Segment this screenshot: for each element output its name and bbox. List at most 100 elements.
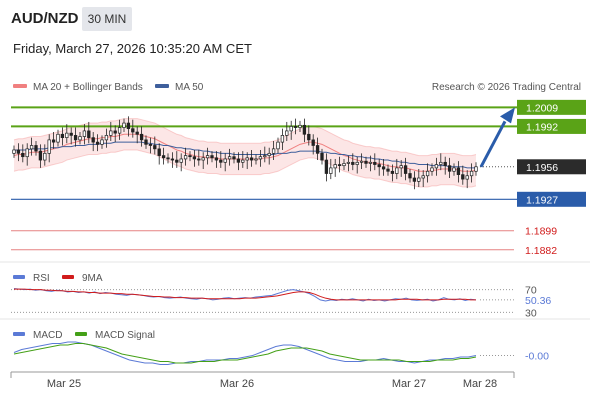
candle [381,166,386,170]
time-axis-label: Mar 28 [463,378,497,390]
candle [280,135,285,143]
candle [69,132,73,136]
candle [82,130,87,137]
candle [188,155,192,158]
forecast-arrow [479,107,515,168]
candle [95,141,100,145]
9ma-line [14,288,476,301]
candle [447,165,452,172]
candle [403,165,408,174]
candle [104,135,109,141]
candle [144,139,148,145]
candle [21,152,25,158]
candle [254,158,258,161]
candle [293,126,298,128]
candle [399,165,403,169]
rsi-legend-label: RSI [33,273,50,284]
rsi-level-label: 70 [525,285,537,297]
candle [148,144,153,146]
timeframe-badge[interactable]: 30 MIN [82,7,132,31]
candle [412,177,417,182]
candle [25,148,29,158]
candle [179,158,183,163]
candle [135,131,139,135]
candle [425,170,430,177]
candle [43,152,47,161]
candle [351,161,355,165]
candle [126,122,131,130]
ma50-legend-label: MA 50 [175,82,204,93]
forecast-arrow-shaft [479,120,507,168]
candle [443,161,447,167]
pair-title: AUD/NZD [11,10,79,27]
candle [461,174,465,180]
candle [452,167,456,172]
price-level-labels: 1.2009 1.1992 1.1956 1.1927 1.1899 1.1882 [517,99,586,257]
candle [469,170,474,177]
candle [183,155,188,160]
candle [267,152,271,156]
candle [346,161,351,164]
current-value-label: -0.00 [525,351,549,363]
main-legend: MA 20 + Bollinger Bands MA 50 Research ©… [13,82,581,93]
candle [236,158,241,163]
candle [205,155,210,159]
candle [139,133,144,141]
candle [417,177,421,182]
red-level-label: 1.1882 [525,245,557,257]
candle [373,161,377,165]
rsi-legend-swatch [13,275,25,279]
candle [131,128,135,133]
candle [38,150,43,161]
support-tag [517,191,586,207]
candle [47,139,51,154]
candle [276,141,280,150]
resistance-tag [517,118,586,134]
candle [289,126,293,132]
candle [34,145,38,152]
candle [109,130,113,136]
candle [166,157,170,160]
ma50-line [14,141,476,169]
candle [258,156,263,160]
candle [311,139,315,146]
macd-signal-line [13,343,477,364]
candle [175,159,179,163]
candle [245,157,249,161]
candle [390,170,395,174]
candle [201,157,205,161]
candle [263,155,267,158]
candle [271,148,276,154]
candle [227,156,232,160]
macd-signal-legend-label: MACD Signal [95,330,155,341]
candle [12,149,16,154]
moving-averages [13,133,477,172]
candle [78,136,82,141]
bollinger-legend-label: MA 20 + Bollinger Bands [33,82,143,93]
forecast-arrow-head [500,107,515,124]
candle [113,130,117,134]
candle [29,145,34,150]
resistance-label: 1.2009 [526,102,558,114]
candle [355,161,359,165]
candle [408,173,412,179]
candle [192,156,197,160]
candle [153,145,157,150]
resistance-tag [517,99,586,115]
candle [16,149,21,154]
candle [285,130,289,136]
candle [73,135,78,141]
candle [342,163,346,167]
current-value-label: 50.36 [525,295,551,307]
rsi-level-label: 30 [525,307,537,319]
candle [157,148,161,156]
candle [298,124,302,128]
candle [456,167,461,175]
candle [315,145,320,154]
candle [51,139,56,143]
candle [395,167,399,174]
candle [333,164,337,169]
candle [386,168,390,172]
rsi-ma-legend-swatch [62,275,74,279]
